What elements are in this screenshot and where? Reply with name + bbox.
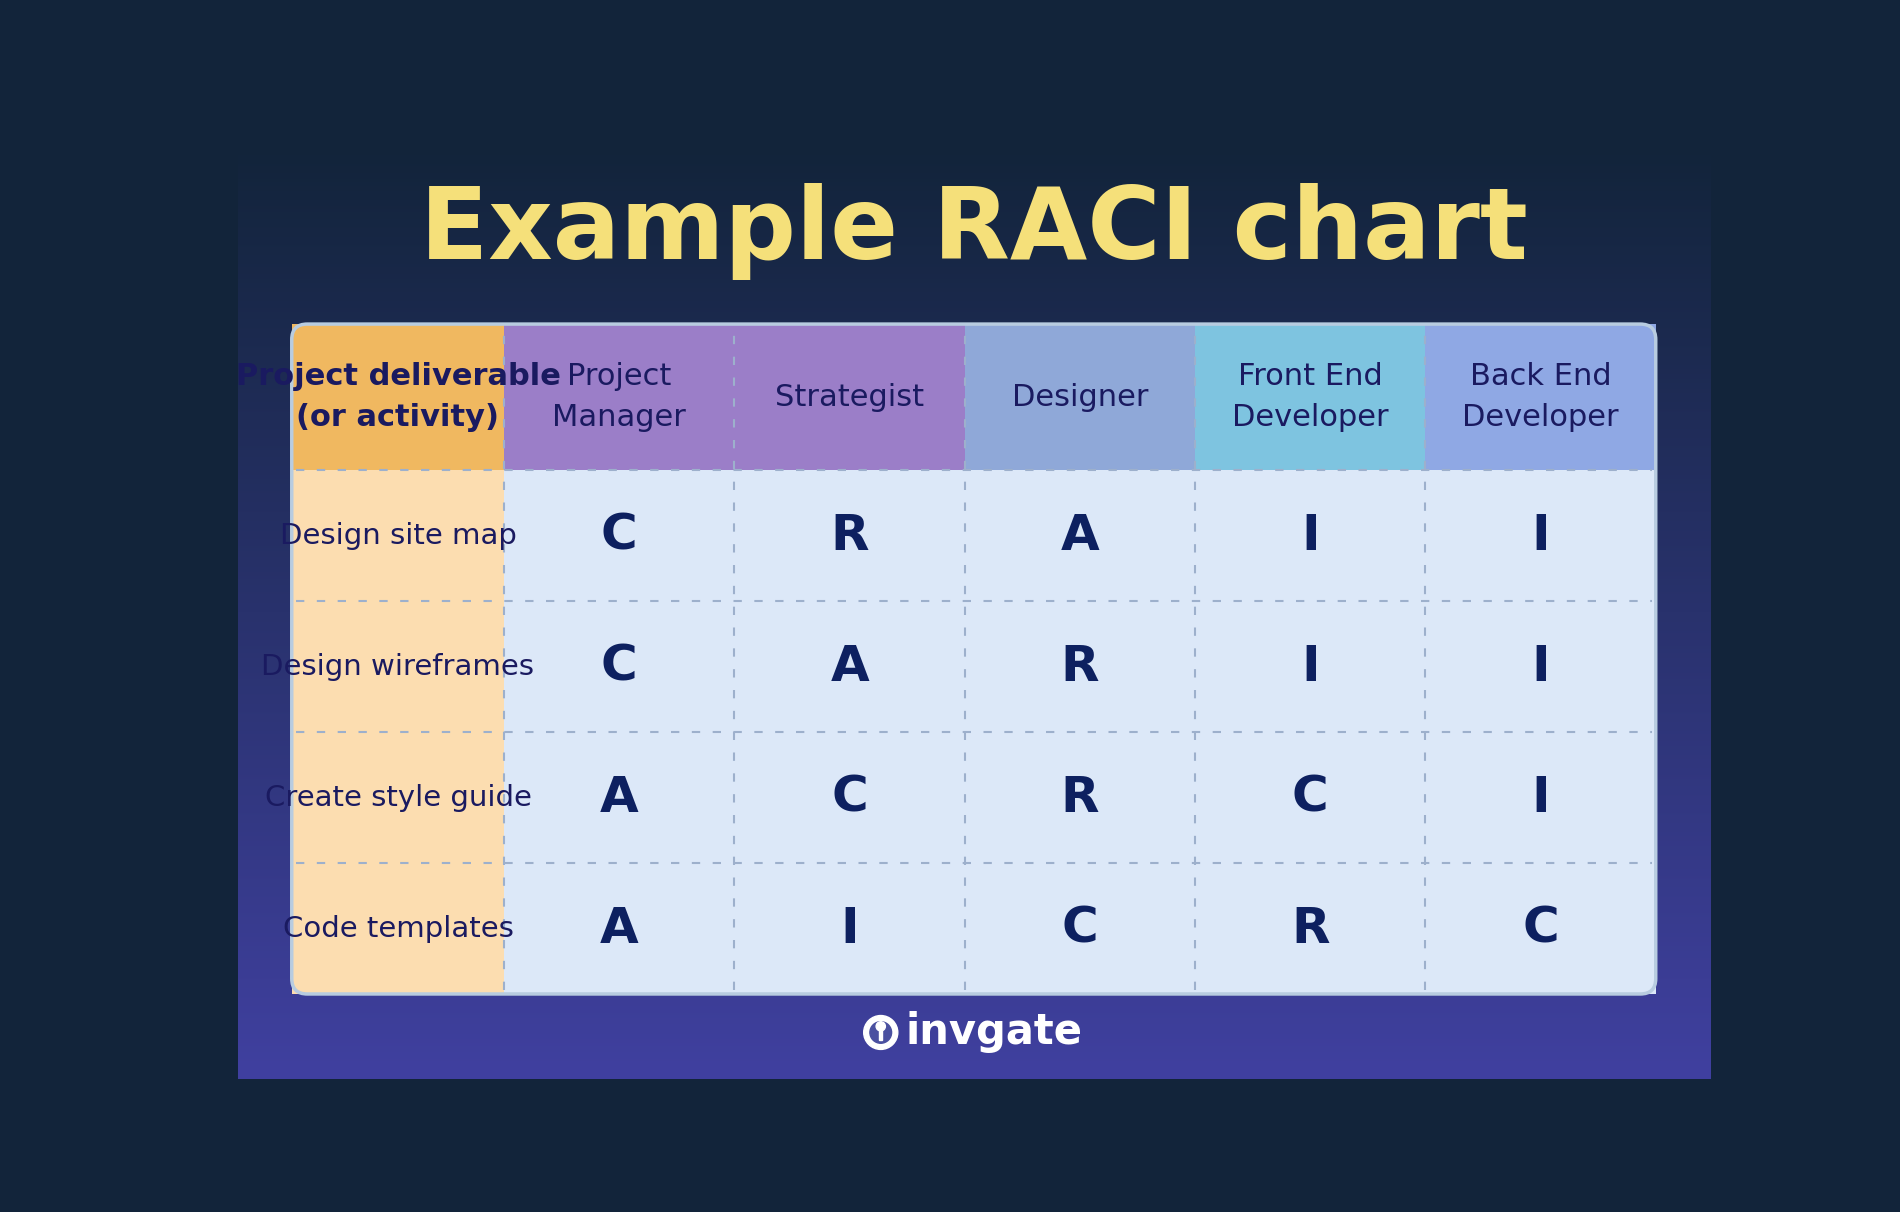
Text: I: I — [1531, 773, 1550, 822]
Bar — [504, 470, 735, 601]
Text: C: C — [600, 642, 638, 691]
Circle shape — [876, 1022, 885, 1031]
Bar — [504, 453, 735, 470]
Text: A: A — [1060, 511, 1100, 560]
Text: Designer: Designer — [1011, 383, 1148, 412]
Bar — [1195, 863, 1425, 994]
Text: A: A — [600, 904, 638, 953]
Bar — [735, 732, 965, 863]
Text: I: I — [1302, 642, 1320, 691]
Text: Project deliverable
(or activity): Project deliverable (or activity) — [236, 362, 560, 431]
Bar — [735, 863, 965, 994]
Bar — [293, 453, 504, 470]
Bar — [735, 453, 965, 470]
Text: Strategist: Strategist — [775, 383, 923, 412]
Bar — [965, 863, 1195, 994]
Circle shape — [870, 1022, 891, 1044]
Text: I: I — [840, 904, 859, 953]
Bar — [504, 732, 735, 863]
Text: C: C — [1522, 904, 1560, 953]
Bar — [293, 324, 504, 470]
Bar — [1425, 601, 1655, 732]
Bar — [1195, 470, 1425, 601]
Text: R: R — [1290, 904, 1330, 953]
Text: A: A — [830, 642, 868, 691]
Bar — [1425, 732, 1655, 863]
Bar — [293, 454, 1655, 470]
Bar — [1195, 453, 1425, 470]
Bar — [293, 601, 504, 732]
Bar — [965, 453, 1195, 470]
Bar — [293, 863, 504, 994]
Circle shape — [864, 1016, 899, 1050]
Bar — [965, 732, 1195, 863]
Bar — [504, 863, 735, 994]
Text: C: C — [600, 511, 638, 560]
Text: R: R — [1060, 773, 1100, 822]
Text: Example RACI chart: Example RACI chart — [420, 183, 1528, 280]
Text: I: I — [1531, 511, 1550, 560]
Text: invgate: invgate — [906, 1012, 1083, 1053]
Bar — [1195, 601, 1425, 732]
Text: I: I — [1531, 642, 1550, 691]
Text: Back End
Developer: Back End Developer — [1463, 362, 1619, 431]
Text: Design site map: Design site map — [279, 522, 517, 550]
Text: Project
Manager: Project Manager — [553, 362, 686, 431]
Text: Design wireframes: Design wireframes — [262, 653, 534, 681]
Bar — [965, 324, 1195, 470]
Bar — [1425, 453, 1655, 470]
Text: R: R — [830, 511, 868, 560]
Text: C: C — [832, 773, 868, 822]
Bar — [1195, 324, 1425, 470]
Bar — [504, 324, 735, 470]
Bar — [1425, 863, 1655, 994]
Bar — [1425, 324, 1655, 470]
Text: C: C — [1062, 904, 1098, 953]
FancyBboxPatch shape — [293, 324, 1655, 994]
Text: I: I — [1302, 511, 1320, 560]
Bar — [735, 470, 965, 601]
Bar — [965, 470, 1195, 601]
Text: Front End
Developer: Front End Developer — [1231, 362, 1389, 431]
Bar — [965, 601, 1195, 732]
Bar — [1425, 470, 1655, 601]
Bar — [735, 324, 965, 470]
Bar — [1195, 732, 1425, 863]
Text: R: R — [1060, 642, 1100, 691]
Text: C: C — [1292, 773, 1328, 822]
Text: A: A — [600, 773, 638, 822]
Text: Code templates: Code templates — [283, 915, 513, 943]
Bar — [735, 601, 965, 732]
Bar — [504, 601, 735, 732]
Text: Create style guide: Create style guide — [264, 784, 532, 812]
Bar — [293, 732, 504, 863]
Bar — [293, 470, 504, 601]
Bar — [880, 1029, 882, 1040]
